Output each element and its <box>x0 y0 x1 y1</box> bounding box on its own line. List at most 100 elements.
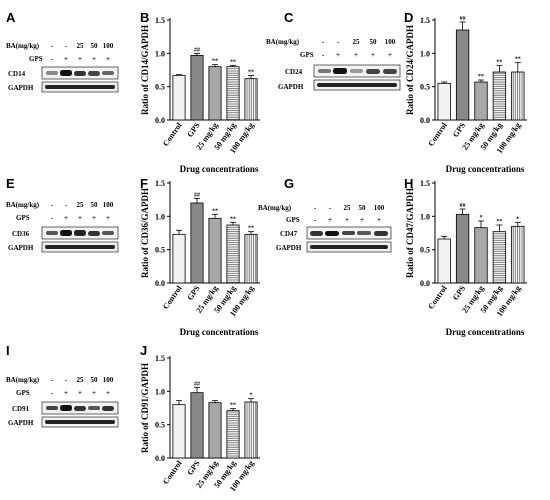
protein-label: CD47 <box>280 230 298 238</box>
blot-panel-a: A BA(mg/kg) - - 25 50 100 GPS - + + + + … <box>6 10 119 93</box>
y-tick-label: 1.0 <box>155 387 165 396</box>
gps-mark: + <box>78 55 82 63</box>
significance-mark: * <box>480 215 483 221</box>
bar <box>172 74 186 121</box>
dose-marks-row: - - 25 50 100 <box>322 38 396 46</box>
dose-label: BA(mg/kg) <box>6 42 40 50</box>
blot-panel-g: G BA(mg/kg) - - 25 50 100 GPS - + + + + … <box>258 176 392 253</box>
dose-label: BA(mg/kg) <box>266 38 300 46</box>
dose-label: BA(mg/kg) <box>6 201 40 209</box>
category-label: GPS <box>185 459 202 477</box>
dose-mark: - <box>65 201 68 209</box>
significance-mark: * <box>516 216 519 222</box>
panel-letter: H <box>404 176 413 191</box>
dose-marks-row: - - 25 50 100 <box>314 204 385 212</box>
dose-mark: 50 <box>91 201 99 209</box>
protein-label: CD36 <box>12 230 30 238</box>
gps-mark: - <box>322 51 325 59</box>
bar <box>190 392 204 459</box>
gps-mark: + <box>360 216 364 224</box>
panel-letter: F <box>140 176 148 191</box>
bar <box>474 227 488 284</box>
category-label: GPS <box>185 121 202 139</box>
blot-panel-c: C BA(mg/kg) - - 25 50 100 GPS - + + + + … <box>266 10 401 91</box>
dose-mark: - <box>314 204 317 212</box>
protein-label: CD24 <box>285 68 303 76</box>
dose-mark: 100 <box>103 42 114 50</box>
protein-label: GAPDH <box>278 83 304 91</box>
y-tick-label: 1.5 <box>155 16 165 25</box>
gps-mark: + <box>92 55 96 63</box>
bar <box>172 404 186 459</box>
panel-letter: G <box>284 176 294 191</box>
dose-mark: 100 <box>385 38 396 46</box>
y-axis-label: Ratio of CD36/GAPDH <box>140 188 150 278</box>
protein-label: GAPDH <box>8 84 34 92</box>
y-axis-label: Ratio of CD14/GAPDH <box>140 25 150 115</box>
dose-mark: 50 <box>370 38 378 46</box>
category-label: GPS <box>185 284 202 302</box>
bar <box>244 78 258 121</box>
dose-marks-row: - - 25 50 100 <box>51 201 114 209</box>
bar <box>492 71 507 121</box>
x-axis-label: Drug concentrations <box>446 327 525 337</box>
protein-label: GAPDH <box>276 244 302 252</box>
significance-mark: ** <box>496 59 502 65</box>
blot-strip <box>306 241 392 253</box>
blot-strip <box>41 401 119 415</box>
y-tick-label: 0.0 <box>155 454 165 463</box>
significance-mark: ** <box>212 208 218 214</box>
y-tick-label: 1.5 <box>155 354 165 363</box>
bar <box>455 213 470 284</box>
gps-marks-row: - + + + + <box>322 51 392 59</box>
gps-label: GPS <box>286 216 300 224</box>
bar <box>226 224 240 284</box>
bar <box>208 217 222 284</box>
gps-label: GPS <box>29 55 43 63</box>
dose-mark: 25 <box>353 38 361 46</box>
y-tick-label: 0.0 <box>155 279 165 288</box>
y-tick-label: 0.5 <box>155 83 165 92</box>
gps-mark: + <box>388 51 392 59</box>
protein-label: CD91 <box>12 405 30 413</box>
protein-label: GAPDH <box>8 419 34 427</box>
bar <box>172 233 186 284</box>
bar <box>208 66 222 121</box>
dose-mark: 25 <box>344 204 352 212</box>
gps-marks-row: - + + + + <box>51 55 110 63</box>
y-tick-label: 0.5 <box>420 246 430 255</box>
significance-mark: ** <box>496 219 502 225</box>
gps-mark: - <box>51 389 54 397</box>
dose-mark: 50 <box>359 204 367 212</box>
dose-mark: - <box>65 376 68 384</box>
significance-mark: ** <box>478 74 484 80</box>
bar <box>455 29 470 121</box>
y-tick-label: 0.0 <box>420 116 430 125</box>
panel-letter: J <box>140 343 147 358</box>
gps-mark: + <box>345 216 349 224</box>
y-tick-label: 1.0 <box>155 49 165 58</box>
dose-mark: - <box>329 204 332 212</box>
panel-letter: I <box>6 343 10 358</box>
gps-mark: + <box>64 55 68 63</box>
bar <box>244 401 258 459</box>
gps-mark: + <box>78 214 82 222</box>
significance-mark: ** <box>248 69 254 75</box>
gps-mark: + <box>78 389 82 397</box>
bar <box>437 82 451 121</box>
bar <box>511 225 525 284</box>
y-tick-label: 1.0 <box>420 49 430 58</box>
significance-mark: ** <box>212 59 218 65</box>
significance-mark: ** <box>248 226 254 232</box>
bar <box>190 202 204 284</box>
significance-mark: ** <box>230 403 236 409</box>
x-axis-label: Drug concentrations <box>180 327 259 337</box>
dose-marks-row: - - 25 50 100 <box>51 376 114 384</box>
dose-mark: 25 <box>77 201 85 209</box>
dose-mark: - <box>337 38 340 46</box>
gps-mark: + <box>106 389 110 397</box>
gps-mark: + <box>92 214 96 222</box>
gps-label: GPS <box>16 214 30 222</box>
bar <box>208 402 222 459</box>
